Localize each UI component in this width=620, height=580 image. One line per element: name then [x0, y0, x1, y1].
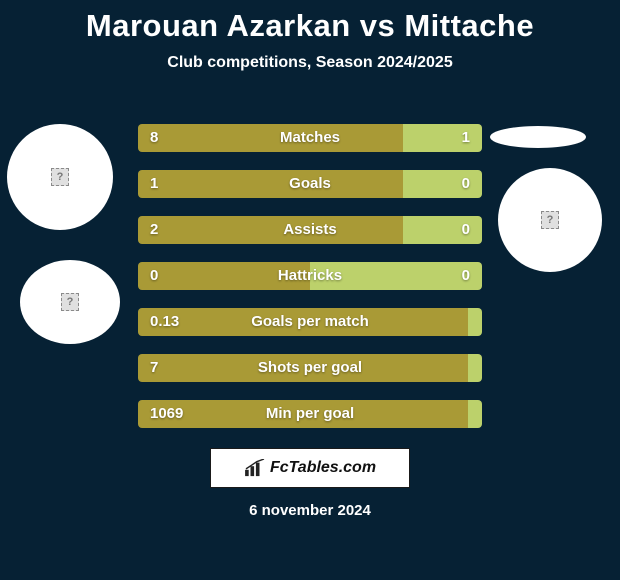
stat-row: 81Matches	[138, 124, 482, 152]
date-text: 6 november 2024	[0, 502, 620, 519]
logo-chart-icon	[244, 459, 266, 477]
placeholder-image-icon: ?	[51, 168, 69, 186]
stat-label: Hattricks	[138, 262, 482, 290]
stat-label: Goals per match	[138, 308, 482, 336]
site-logo: FcTables.com	[210, 448, 410, 488]
stat-label: Matches	[138, 124, 482, 152]
stat-label: Min per goal	[138, 400, 482, 428]
decor-circle: ?	[498, 168, 602, 272]
stat-row: 7Shots per goal	[138, 354, 482, 382]
stat-row: 1069Min per goal	[138, 400, 482, 428]
stat-label: Assists	[138, 216, 482, 244]
stat-row: 0.13Goals per match	[138, 308, 482, 336]
decor-circle: ?	[20, 260, 120, 344]
subtitle: Club competitions, Season 2024/2025	[0, 54, 620, 72]
stat-row: 10Goals	[138, 170, 482, 198]
decor-circle: ?	[7, 124, 113, 230]
stat-label: Goals	[138, 170, 482, 198]
logo-text: FcTables.com	[270, 459, 376, 477]
stat-label: Shots per goal	[138, 354, 482, 382]
stat-row: 20Assists	[138, 216, 482, 244]
stat-row: 00Hattricks	[138, 262, 482, 290]
stats-panel: 81Matches 10Goals 20Assists 00Hattricks 0.13…	[138, 124, 482, 446]
decor-circle	[490, 126, 586, 148]
placeholder-image-icon: ?	[61, 293, 79, 311]
page-title: Marouan Azarkan vs Mittache	[0, 0, 620, 44]
placeholder-image-icon: ?	[541, 211, 559, 229]
